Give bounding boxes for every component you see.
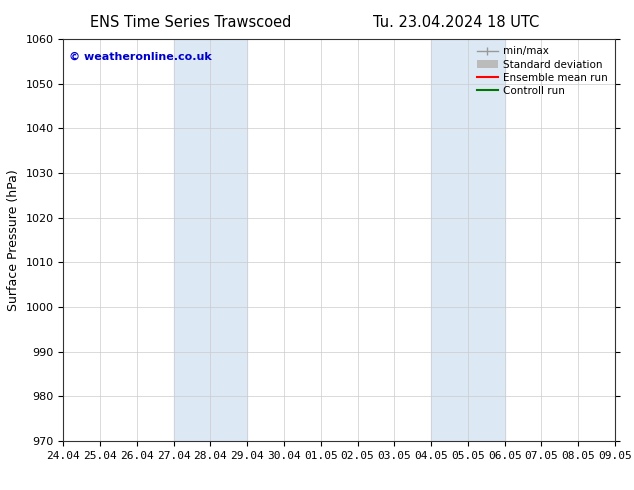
Text: © weatheronline.co.uk: © weatheronline.co.uk	[69, 51, 212, 61]
Text: ENS Time Series Trawscoed: ENS Time Series Trawscoed	[89, 15, 291, 30]
Bar	[174, 39, 247, 441]
Legend: min/max, Standard deviation, Ensemble mean run, Controll run: min/max, Standard deviation, Ensemble me…	[473, 42, 612, 100]
Y-axis label: Surface Pressure (hPa): Surface Pressure (hPa)	[7, 169, 20, 311]
Text: Tu. 23.04.2024 18 UTC: Tu. 23.04.2024 18 UTC	[373, 15, 540, 30]
Bar	[431, 39, 505, 441]
